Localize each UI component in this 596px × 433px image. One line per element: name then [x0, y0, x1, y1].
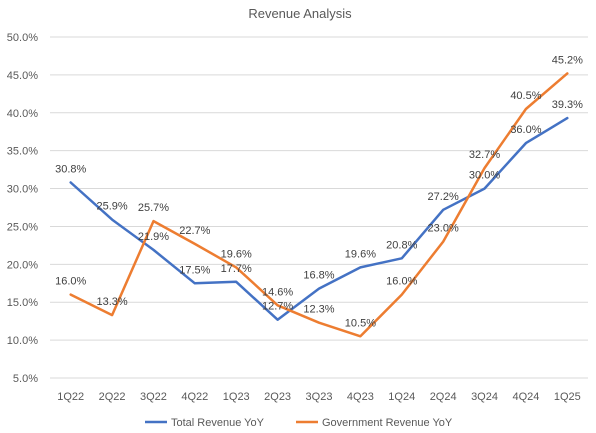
y-tick-label: 30.0% — [7, 184, 38, 196]
x-tick-label: 1Q24 — [388, 391, 415, 403]
x-tick-label: 4Q23 — [347, 391, 374, 403]
data-label: 25.9% — [96, 201, 127, 213]
series-lines — [69, 72, 569, 338]
data-label: 23.0% — [428, 223, 459, 235]
data-label: 25.7% — [138, 202, 169, 214]
data-label: 45.2% — [552, 54, 583, 66]
x-tick-label: 1Q22 — [57, 391, 84, 403]
y-tick-label: 25.0% — [7, 221, 38, 233]
data-label: 30.8% — [55, 163, 86, 175]
data-label: 30.0% — [469, 170, 500, 182]
y-axis-tick-labels: 5.0% 10.0% 15.0% 20.0% 25.0% 30.0% 35.0% 40.0% 4… — [7, 32, 38, 385]
data-label: 27.2% — [428, 191, 459, 203]
x-tick-label: 2Q23 — [264, 391, 291, 403]
data-label: 14.6% — [262, 286, 293, 298]
y-tick-label: 35.0% — [7, 146, 38, 158]
data-labels: 30.8% 25.9% 21.9% 17.5% 17.7% 12.7% 16.8% 19.6%… — [55, 54, 583, 329]
x-tick-label: 1Q25 — [554, 391, 581, 403]
data-label: 39.3% — [552, 99, 583, 111]
data-label: 19.6% — [345, 248, 376, 260]
legend-label: Total Revenue YoY — [171, 417, 265, 429]
series-line-0 — [69, 116, 569, 321]
data-label: 16.8% — [303, 270, 334, 282]
x-tick-label: 3Q24 — [471, 391, 498, 403]
y-tick-label: 40.0% — [7, 108, 38, 120]
x-tick-label: 2Q24 — [430, 391, 457, 403]
data-label: 22.7% — [179, 225, 210, 237]
data-label: 32.7% — [469, 149, 500, 161]
data-label: 16.0% — [386, 276, 417, 288]
y-tick-label: 45.0% — [7, 70, 38, 82]
data-label: 36.0% — [510, 124, 541, 136]
data-label: 20.8% — [386, 239, 417, 251]
data-label: 17.7% — [221, 263, 252, 275]
data-label: 12.7% — [262, 301, 293, 313]
data-label: 17.5% — [179, 264, 210, 276]
x-tick-label: 4Q24 — [512, 391, 539, 403]
chart-title: Revenue Analysis — [248, 6, 352, 21]
data-label: 16.0% — [55, 276, 86, 288]
data-label: 40.5% — [510, 90, 541, 102]
gridlines — [50, 36, 588, 379]
x-tick-label: 3Q23 — [306, 391, 333, 403]
data-label: 13.3% — [96, 296, 127, 308]
x-tick-label: 3Q22 — [140, 391, 167, 403]
data-label: 12.3% — [303, 304, 334, 316]
data-label: 21.9% — [138, 231, 169, 243]
y-tick-label: 15.0% — [7, 297, 38, 309]
x-tick-label: 2Q22 — [99, 391, 126, 403]
y-tick-label: 50.0% — [7, 32, 38, 44]
x-axis-tick-labels: 1Q22 2Q22 3Q22 4Q22 1Q23 2Q23 3Q23 4Q23 1Q24 2Q24… — [57, 391, 581, 403]
y-tick-label: 10.0% — [7, 335, 38, 347]
legend-label: Government Revenue YoY — [322, 417, 453, 429]
data-label: 10.5% — [345, 317, 376, 329]
data-label: 19.6% — [221, 248, 252, 260]
series-line-1 — [69, 72, 569, 338]
x-tick-label: 1Q23 — [223, 391, 250, 403]
y-tick-label: 5.0% — [13, 373, 38, 385]
legend: Total Revenue YoY Government Revenue YoY — [145, 417, 453, 429]
x-tick-label: 4Q22 — [181, 391, 208, 403]
y-tick-label: 20.0% — [7, 259, 38, 271]
